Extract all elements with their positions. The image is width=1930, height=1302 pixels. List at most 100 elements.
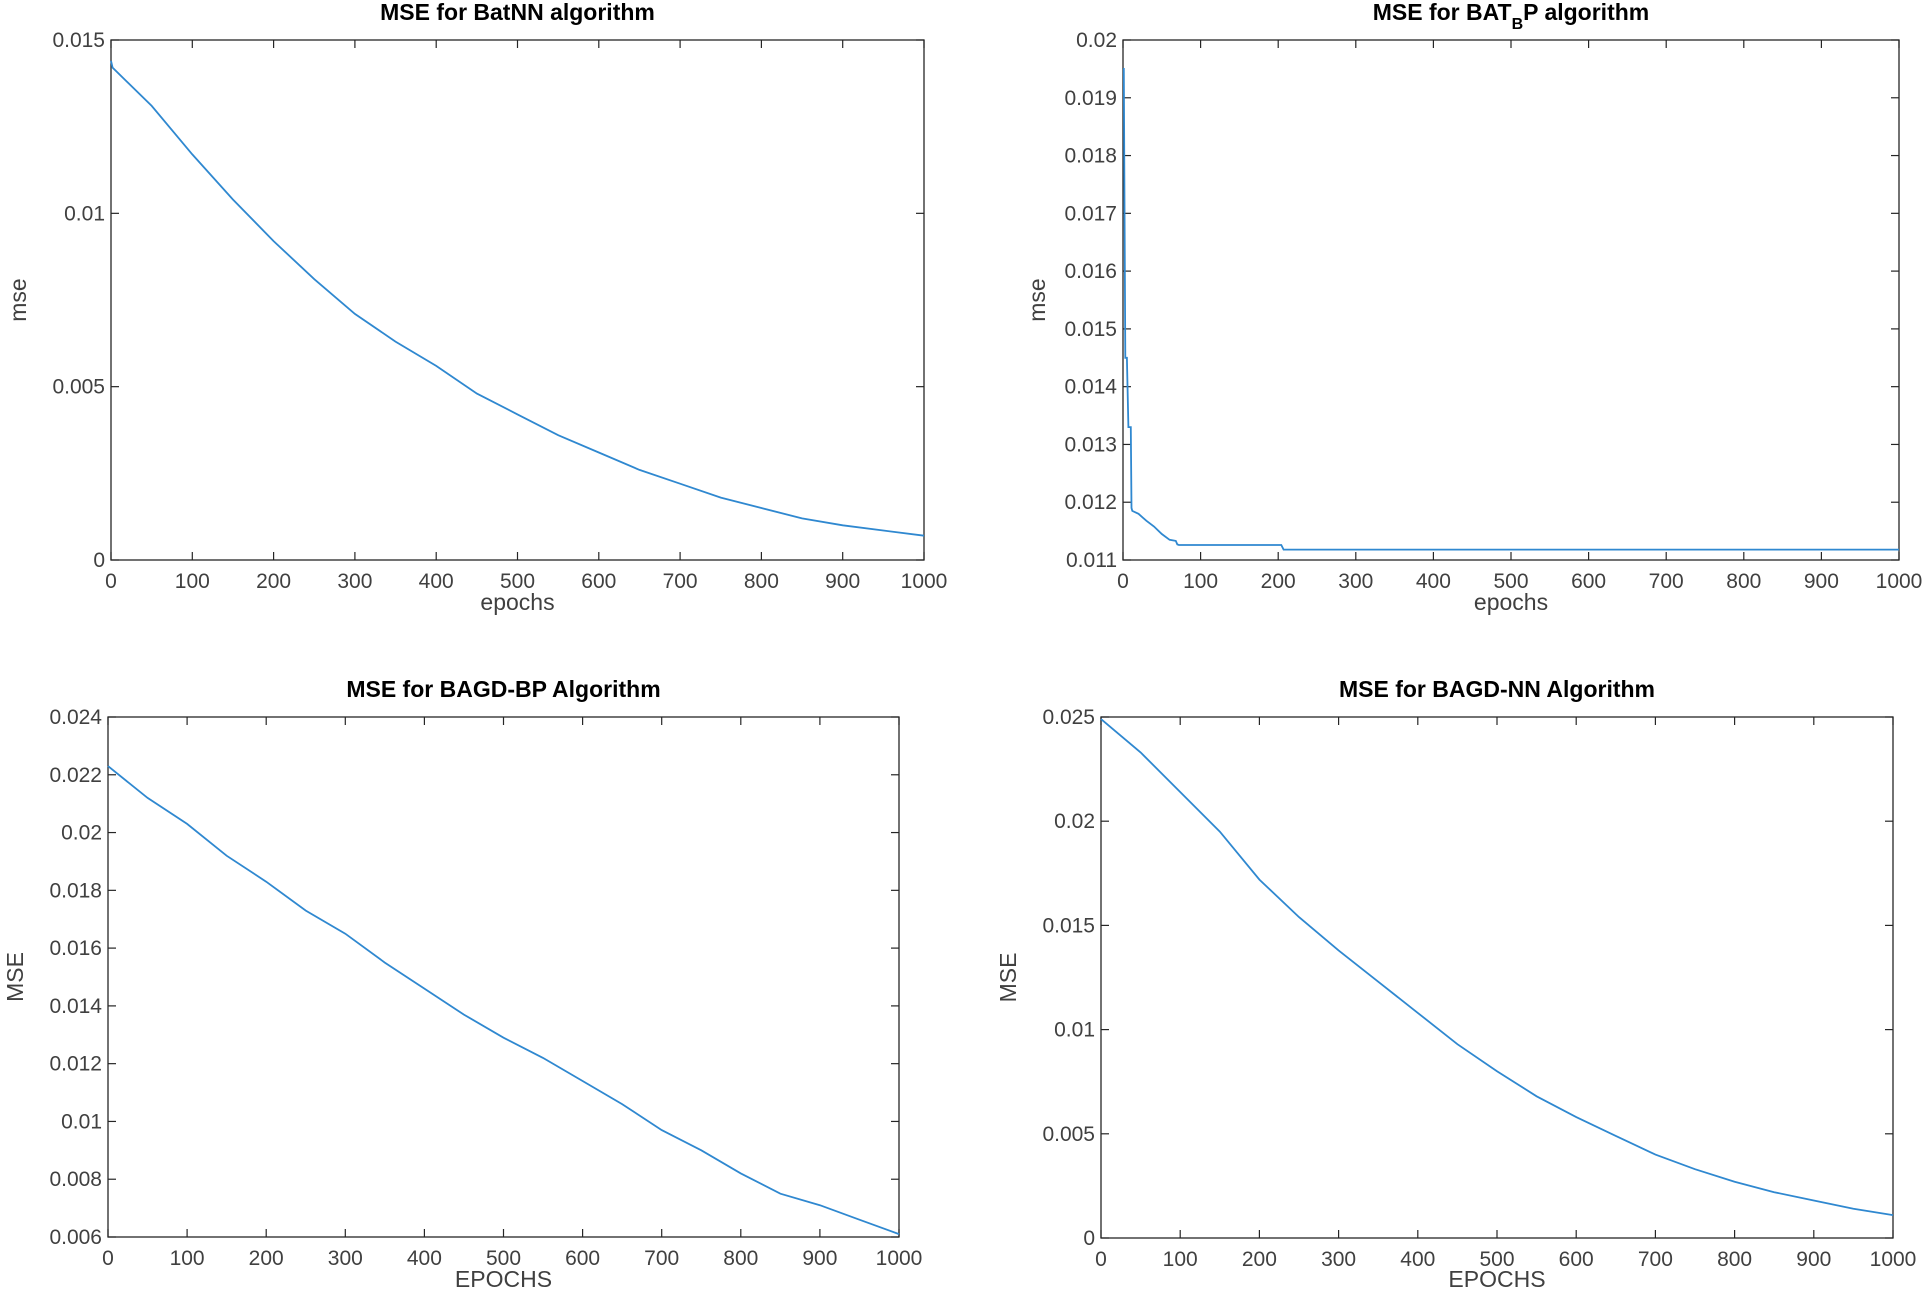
y-tick-label: 0.005 — [1042, 1123, 1095, 1146]
x-tick-label: 700 — [663, 570, 698, 593]
x-tick-label: 500 — [500, 570, 535, 593]
y-tick-label: 0 — [1083, 1227, 1095, 1250]
x-tick-label: 400 — [407, 1247, 442, 1270]
series-line-mse — [1122, 68, 1899, 551]
y-tick-label: 0.005 — [52, 376, 105, 399]
series-line-mse — [107, 765, 900, 1235]
y-tick-label: 0.015 — [1064, 318, 1117, 341]
x-tick-label: 0 — [1117, 570, 1129, 593]
y-tick-label: 0.013 — [1064, 433, 1117, 456]
y-tick-label: 0.02 — [1076, 29, 1117, 52]
x-tick-label: 200 — [1261, 570, 1296, 593]
x-tick-label: 500 — [486, 1247, 521, 1270]
y-tick-label: 0.01 — [1054, 1019, 1095, 1042]
y-tick-label: 0.018 — [49, 879, 102, 902]
plot-area — [110, 39, 925, 561]
y-tick-label: 0.01 — [61, 1110, 102, 1133]
x-tick-label: 300 — [1338, 570, 1373, 593]
x-tick-label: 600 — [1559, 1248, 1594, 1271]
x-tick-label: 0 — [102, 1247, 114, 1270]
y-tick-label: 0.025 — [1042, 706, 1095, 729]
y-tick-label: 0.022 — [49, 764, 102, 787]
x-tick-label: 100 — [1183, 570, 1218, 593]
x-tick-label: 0 — [1095, 1248, 1107, 1271]
y-tick-label: 0.019 — [1064, 87, 1117, 110]
y-tick-label: 0.02 — [1054, 810, 1095, 833]
y-tick-label: 0.015 — [52, 29, 105, 52]
x-tick-label: 300 — [328, 1247, 363, 1270]
x-tick-label: 800 — [1717, 1248, 1752, 1271]
y-tick-label: 0.01 — [64, 202, 105, 225]
x-axis-label: epochs — [480, 589, 554, 615]
x-tick-label: 200 — [249, 1247, 284, 1270]
x-tick-label: 1000 — [901, 570, 948, 593]
x-tick-label: 900 — [825, 570, 860, 593]
x-tick-label: 800 — [744, 570, 779, 593]
series-line-mse — [110, 60, 925, 537]
y-tick-label: 0.016 — [49, 937, 102, 960]
x-tick-label: 800 — [1726, 570, 1761, 593]
chart-title: MSE for BAGD-BP Algorithm — [346, 676, 660, 702]
y-axis-label: mse — [1024, 278, 1050, 321]
x-tick-label: 500 — [1479, 1248, 1514, 1271]
plot-area — [1100, 716, 1894, 1239]
chart-title-text: MSE for BAGD-NN Algorithm — [1339, 676, 1655, 702]
y-tick-label: 0.014 — [1064, 376, 1117, 399]
chart-title-text: MSE for BAT — [1373, 0, 1512, 25]
x-tick-label: 400 — [419, 570, 454, 593]
x-tick-label: 300 — [337, 570, 372, 593]
x-axis-label: epochs — [1474, 589, 1548, 615]
x-tick-label: 900 — [802, 1247, 837, 1270]
chart-title-subscript: B — [1512, 16, 1524, 33]
x-axis-label: EPOCHS — [1448, 1266, 1545, 1292]
x-tick-label: 600 — [1571, 570, 1606, 593]
x-tick-label: 800 — [723, 1247, 758, 1270]
x-tick-label: 1000 — [876, 1247, 923, 1270]
x-tick-label: 600 — [565, 1247, 600, 1270]
plot-area — [1122, 39, 1900, 561]
x-tick-label: 900 — [1804, 570, 1839, 593]
y-tick-label: 0.024 — [49, 706, 102, 729]
y-tick-label: 0.014 — [49, 995, 102, 1018]
chart-title-text: MSE for BAGD-BP Algorithm — [346, 676, 660, 702]
x-tick-label: 700 — [1649, 570, 1684, 593]
chart-panel-1: 0 100 200 300 400 500 600 700 800 900 1000 0 0.005 0.… — [5, 0, 947, 615]
chart-panel-2: 0 100 200 300 400 500 600 700 800 900 1000 0.011 0.0… — [1024, 0, 1922, 615]
y-axis-label: MSE — [2, 952, 28, 1002]
y-tick-label: 0.011 — [1066, 549, 1117, 572]
x-tick-label: 500 — [1493, 570, 1528, 593]
x-tick-label: 700 — [1638, 1248, 1673, 1271]
x-tick-label: 300 — [1321, 1248, 1356, 1271]
y-tick-label: 0.018 — [1064, 145, 1117, 168]
y-tick-label: 0 — [93, 549, 105, 572]
chart-title: MSE for BATBP algorithm — [1373, 0, 1650, 33]
chart-title: MSE for BatNN algorithm — [380, 0, 655, 25]
chart-title-text: MSE for BatNN algorithm — [380, 0, 655, 25]
y-tick-label: 0.02 — [61, 822, 102, 845]
y-tick-label: 0.006 — [49, 1226, 102, 1249]
x-tick-label: 200 — [256, 570, 291, 593]
y-tick-label: 0.016 — [1064, 260, 1117, 283]
y-tick-label: 0.012 — [49, 1053, 102, 1076]
plot-area — [107, 716, 900, 1238]
x-tick-label: 700 — [644, 1247, 679, 1270]
series-line-mse — [1100, 718, 1894, 1216]
chart-panel-4: 0 100 200 300 400 500 600 700 800 900 1000 0 0.005 0.… — [995, 676, 1916, 1292]
x-tick-label: 100 — [175, 570, 210, 593]
x-tick-label: 1000 — [1870, 1248, 1917, 1271]
x-tick-label: 200 — [1242, 1248, 1277, 1271]
y-axis-label: MSE — [995, 953, 1021, 1003]
y-tick-label: 0.017 — [1064, 202, 1117, 225]
x-tick-label: 100 — [170, 1247, 205, 1270]
y-tick-label: 0.008 — [49, 1168, 102, 1191]
chart-panel-3: 0 100 200 300 400 500 600 700 800 900 1000 0.006 0.0… — [2, 676, 922, 1292]
chart-title: MSE for BAGD-NN Algorithm — [1339, 676, 1655, 702]
y-tick-label: 0.015 — [1042, 914, 1095, 937]
x-tick-label: 400 — [1416, 570, 1451, 593]
y-tick-label: 0.012 — [1064, 491, 1117, 514]
x-tick-label: 100 — [1163, 1248, 1198, 1271]
x-tick-label: 0 — [105, 570, 117, 593]
chart-title-rest: P algorithm — [1523, 0, 1649, 25]
x-tick-label: 600 — [581, 570, 616, 593]
